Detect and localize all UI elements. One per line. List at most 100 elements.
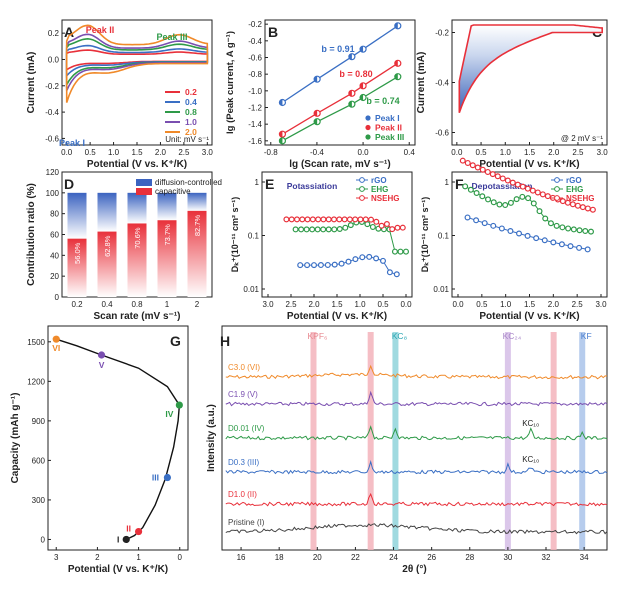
x-tick-label: 3.0 <box>202 148 214 157</box>
data-point <box>541 237 548 244</box>
data-point <box>362 216 369 223</box>
legend-swatch <box>136 188 152 195</box>
data-point <box>309 216 316 223</box>
capacity-curve <box>55 338 181 541</box>
legend-entry: diffusion-controlled <box>155 178 222 187</box>
data-point <box>341 216 348 223</box>
bar-diffusion <box>157 192 177 221</box>
sample-label: C1.9 (V) <box>228 390 258 399</box>
x-tick-label: 1.5 <box>524 300 536 309</box>
state-point <box>122 535 130 544</box>
data-point <box>364 221 371 228</box>
data-point <box>498 225 505 232</box>
peak-note: KC₁₀ <box>522 455 539 464</box>
data-point <box>530 200 537 207</box>
data-point-half <box>394 22 398 29</box>
data-point <box>550 239 557 246</box>
data-point <box>386 269 393 276</box>
data-point <box>462 183 469 190</box>
legend-marker <box>554 177 560 183</box>
data-point <box>391 248 398 255</box>
y-tick-label: -1.6 <box>248 137 262 146</box>
x-tick-label: 0.4 <box>404 148 416 157</box>
capacitive-area <box>459 25 603 113</box>
x-tick-label: 3 <box>54 553 59 562</box>
peak-label: Peak III <box>156 32 187 42</box>
legend-marker <box>365 115 371 121</box>
data-point <box>544 193 551 200</box>
data-point <box>499 175 506 182</box>
x-tick-label: 24 <box>389 553 398 562</box>
legend-entry: NSEHG <box>371 194 399 203</box>
x-tick-label: 1.0 <box>500 148 512 157</box>
x-tick-label: 2.5 <box>285 300 297 309</box>
unit-note: Unit: mV s⁻¹ <box>165 135 209 144</box>
bar-diffusion <box>187 192 207 211</box>
x-tick-label: 0.0 <box>358 148 370 157</box>
data-point <box>324 261 331 268</box>
x-tick-label: 2.5 <box>178 148 190 157</box>
y-tick-label: 80 <box>50 210 59 219</box>
y-tick-label: -1.0 <box>248 87 262 96</box>
y-tick-label: 1200 <box>27 377 45 386</box>
data-point <box>325 216 332 223</box>
data-point <box>481 220 488 227</box>
x-tick-label: 0.5 <box>377 300 389 309</box>
x-tick-label: 0.5 <box>476 300 488 309</box>
data-point <box>352 256 359 263</box>
x-tick-label: 20 <box>313 553 322 562</box>
data-point <box>346 216 353 223</box>
y-tick-label: 0.0 <box>48 55 60 64</box>
data-point-half <box>360 94 364 101</box>
x-tick-label: 0.8 <box>131 300 143 309</box>
data-point <box>338 260 345 267</box>
data-point <box>584 246 591 253</box>
xrd-pattern <box>225 492 608 507</box>
data-point <box>393 271 400 278</box>
x-tick-label: 3.0 <box>262 300 274 309</box>
data-point <box>507 199 514 206</box>
phase-label: KF <box>581 331 592 341</box>
data-point <box>283 216 290 223</box>
x-tick-label: 16 <box>237 553 246 562</box>
panel-letter: H <box>220 333 230 349</box>
x-tick-label: 0.0 <box>451 148 463 157</box>
data-point <box>298 226 305 233</box>
data-point <box>369 223 376 230</box>
y-tick-label: -0.4 <box>435 79 449 88</box>
bar-capacitive <box>187 210 207 297</box>
y-axis-title: Dₖ⁺(10⁻¹¹ cm² s⁻¹) <box>230 197 240 273</box>
y-tick-label: -0.2 <box>435 29 449 38</box>
y-tick-label: -0.6 <box>248 54 262 63</box>
y-tick-label: 120 <box>46 168 60 177</box>
data-point <box>394 224 401 231</box>
y-axis-title: Dₖ⁺(10⁻¹¹ cm² s⁻¹) <box>420 197 430 273</box>
x-tick-label: 2.5 <box>572 300 584 309</box>
data-point <box>509 179 516 186</box>
data-point <box>589 206 596 213</box>
legend-entry: 1.0 <box>185 117 197 127</box>
legend-marker <box>365 124 371 131</box>
data-point <box>542 215 549 222</box>
legend-marker <box>365 134 371 140</box>
legend-entry: 2.0 <box>185 127 197 137</box>
y-tick-label: 300 <box>32 496 46 505</box>
data-point <box>533 235 540 242</box>
y-tick-label: -0.6 <box>435 129 449 138</box>
legend-marker <box>359 186 365 192</box>
x-axis-title: Potential (V vs. K⁺/K) <box>479 311 579 322</box>
x-tick-label: 2 <box>95 553 100 562</box>
state-point <box>134 527 143 536</box>
data-point-half <box>314 110 318 117</box>
phase-label: KC₂₄ <box>503 331 522 341</box>
data-point <box>539 191 546 198</box>
data-point <box>570 226 577 233</box>
state-point <box>175 401 183 409</box>
data-point <box>325 226 332 233</box>
peak-note: KC₁₀ <box>522 419 539 428</box>
y-tick-label: 900 <box>32 417 46 426</box>
bar-value-label: 62.8% <box>103 235 112 257</box>
reference-band <box>579 332 586 550</box>
y-tick-label: 0.2 <box>48 29 60 38</box>
data-point <box>311 262 318 269</box>
